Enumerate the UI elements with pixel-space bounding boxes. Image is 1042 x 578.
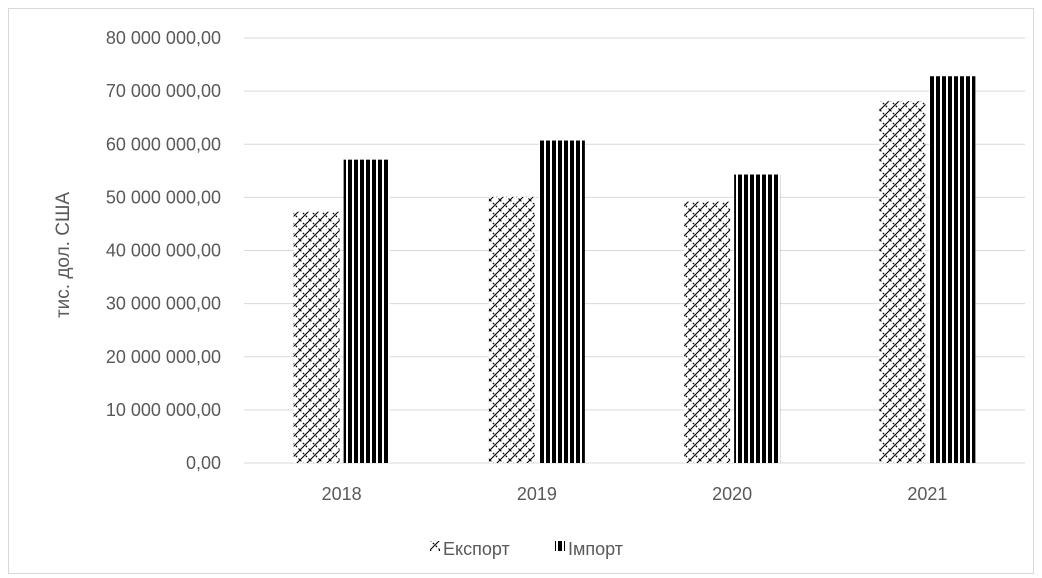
y-tick-label: 10 000 000,00 xyxy=(106,400,221,420)
legend-swatch-vertical-stripes xyxy=(555,541,565,551)
x-tick-label: 2021 xyxy=(907,484,947,504)
y-tick-label: 0,00 xyxy=(186,453,221,473)
bar-crosshatch-2018 xyxy=(293,211,340,463)
y-tick-label: 30 000 000,00 xyxy=(106,294,221,314)
bar-crosshatch-2019 xyxy=(488,196,535,463)
y-tick-label: 70 000 000,00 xyxy=(106,81,221,101)
legend-label: Імпорт xyxy=(568,539,623,559)
bar-vertical-stripes-2021 xyxy=(929,76,976,463)
y-tick-label: 40 000 000,00 xyxy=(106,241,221,261)
legend-swatch-crosshatch xyxy=(430,541,440,551)
bar-crosshatch-2021 xyxy=(879,101,926,463)
y-axis-label: тис. дол. США xyxy=(53,192,74,318)
x-tick-label: 2020 xyxy=(712,484,752,504)
bar-vertical-stripes-2019 xyxy=(538,140,585,463)
x-tick-label: 2019 xyxy=(517,484,557,504)
y-tick-labels: 0,00 10 000 000,00 20 000 000,00 30 000 000… xyxy=(106,28,221,473)
y-tick-label: 80 000 000,00 xyxy=(106,28,221,48)
x-tick-labels: 2018 2019 2020 2021 xyxy=(322,484,948,504)
bars xyxy=(293,76,976,463)
y-tick-label: 50 000 000,00 xyxy=(106,187,221,207)
bar-crosshatch-2020 xyxy=(684,201,731,463)
y-tick-label: 60 000 000,00 xyxy=(106,134,221,154)
x-tick-label: 2018 xyxy=(322,484,362,504)
bar-vertical-stripes-2020 xyxy=(734,174,781,463)
bar-vertical-stripes-2018 xyxy=(343,159,390,463)
y-tick-label: 20 000 000,00 xyxy=(106,347,221,367)
legend: Експорт Імпорт xyxy=(430,539,623,559)
legend-label: Експорт xyxy=(443,539,510,559)
